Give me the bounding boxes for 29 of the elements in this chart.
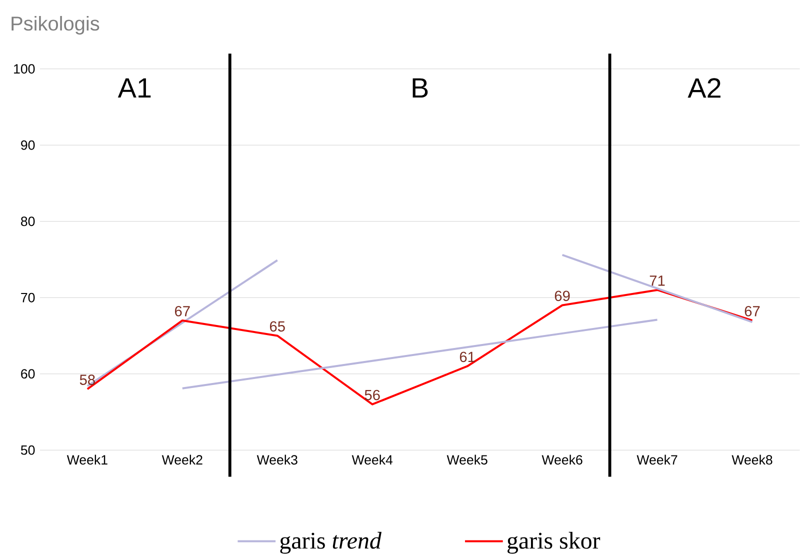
x-tick-label: Week8 [732, 454, 772, 465]
x-tick-label: Week5 [446, 454, 488, 465]
y-tick-label: 60 [21, 369, 35, 379]
data-label: 71 [650, 276, 665, 286]
y-tick-label: 80 [21, 216, 35, 226]
annotation: B [412, 78, 428, 98]
data-label: 58 [80, 374, 95, 386]
y-tick-label: 70 [21, 292, 35, 302]
annotation: A2 [688, 78, 720, 98]
x-tick-label: Week1 [66, 454, 108, 465]
data-label: 56 [364, 390, 380, 400]
x-tick-label: Week3 [256, 454, 298, 465]
legend-label: garis skor [508, 532, 600, 554]
x-tick-label: Week2 [162, 454, 202, 465]
chart-title: Psikologis [12, 16, 100, 35]
y-tick-label: 50 [20, 445, 35, 455]
x-tick-label: Week7 [636, 454, 678, 465]
data-label: 67 [744, 306, 760, 316]
annotation: A1 [118, 78, 151, 98]
data-label: 65 [270, 321, 285, 332]
legend-label: garis trend [280, 532, 382, 554]
x-tick-label: Week6 [542, 454, 582, 465]
x-tick-label: Week4 [352, 454, 393, 465]
y-tick-label: 100 [14, 64, 35, 74]
data-label: 69 [554, 290, 570, 302]
y-tick-label: 90 [21, 140, 35, 150]
data-label: 67 [175, 306, 190, 316]
data-label: 61 [460, 352, 475, 362]
line-series [181, 318, 658, 390]
